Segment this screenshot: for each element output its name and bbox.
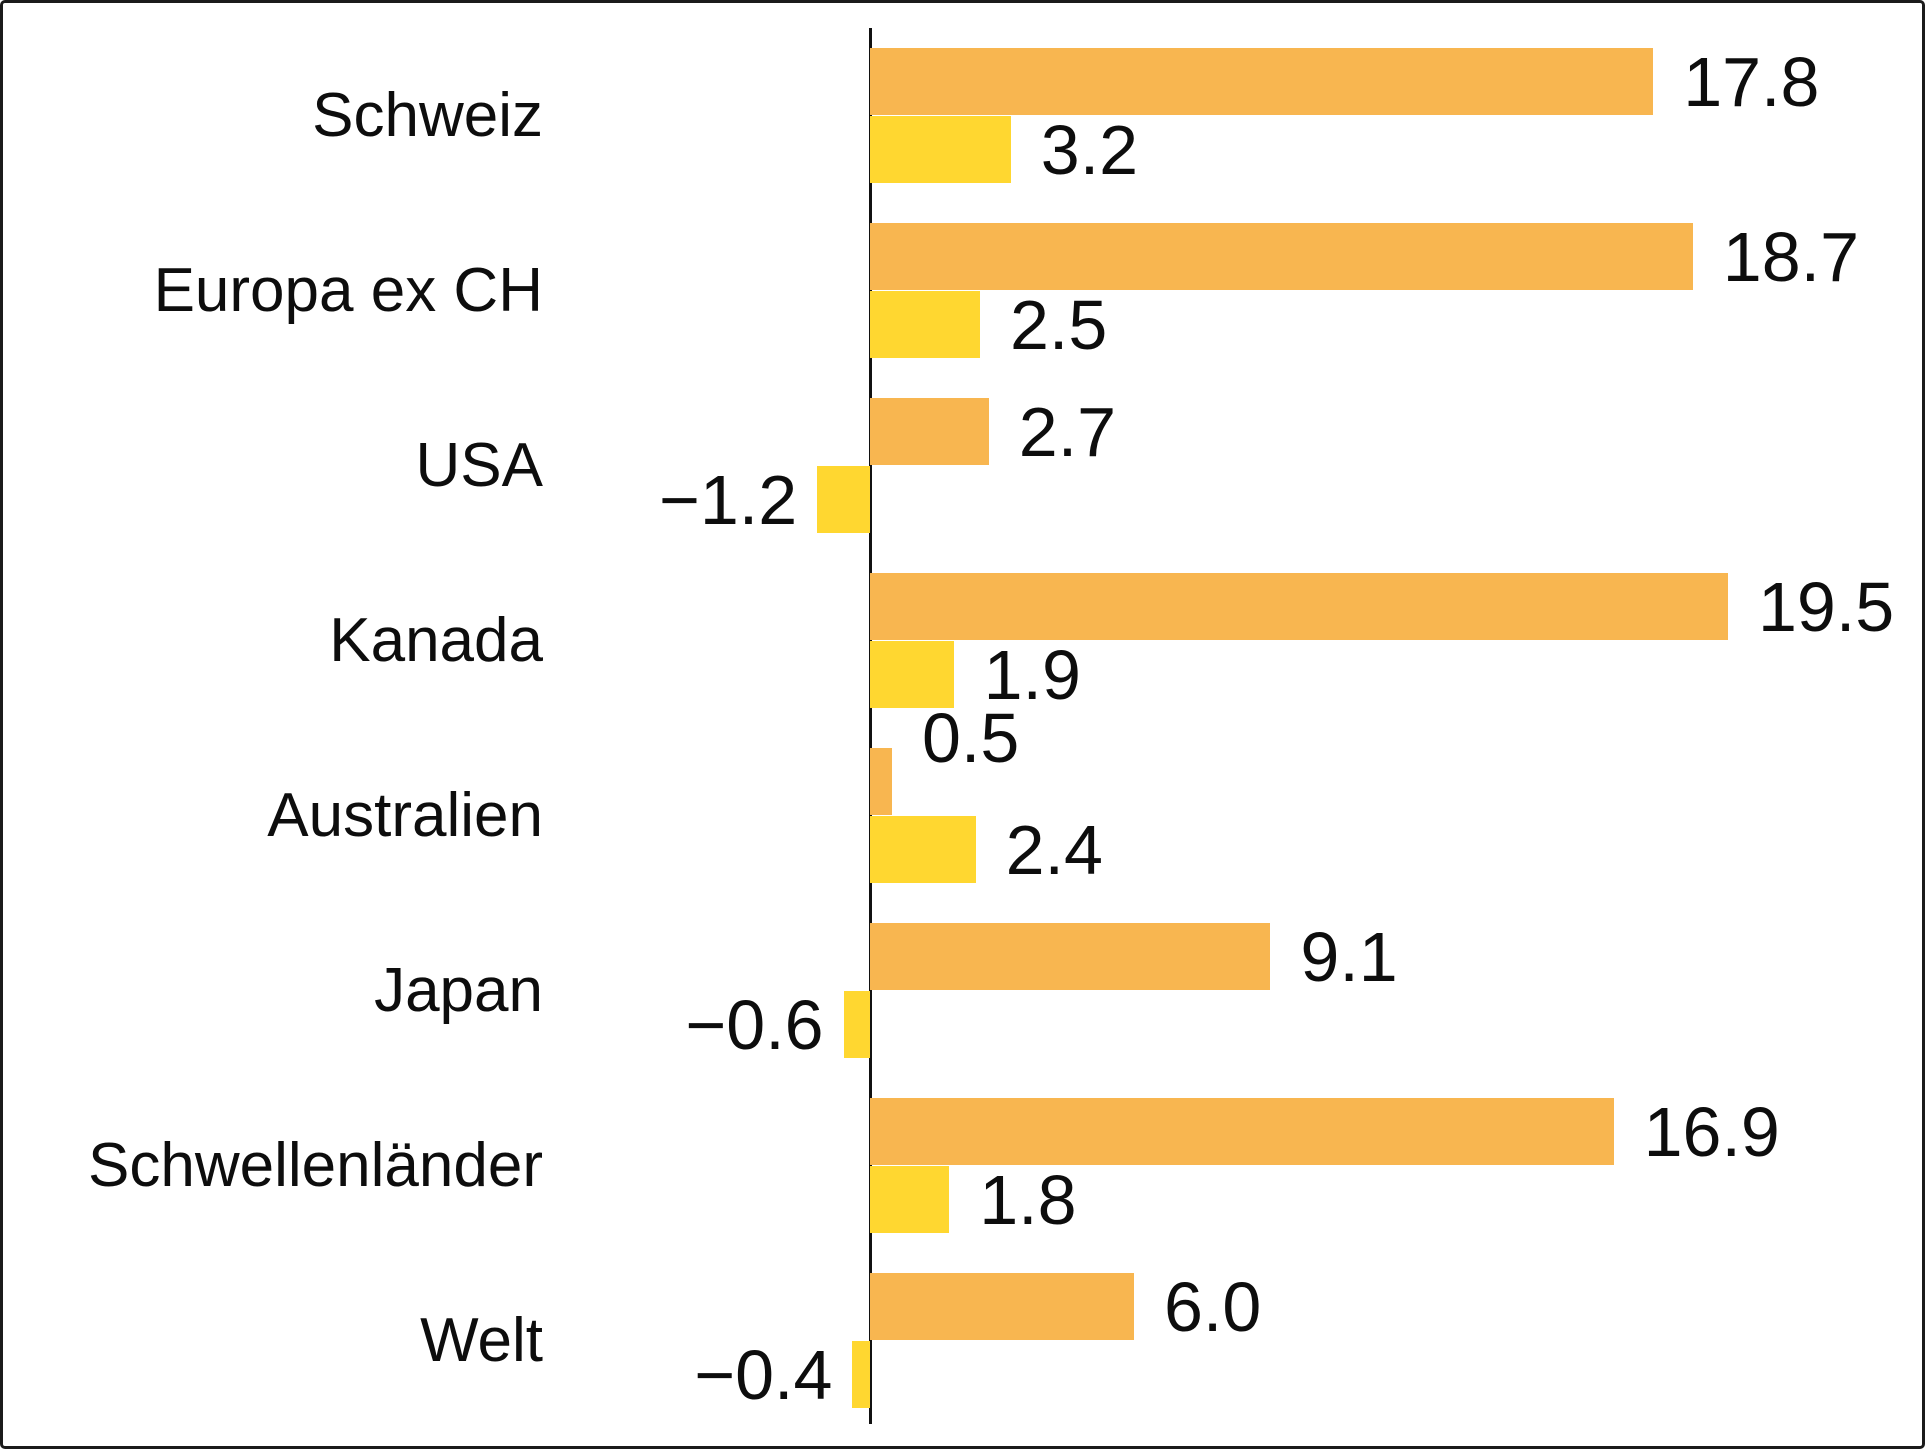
value-label: 19.5 [1758, 567, 1895, 646]
bar-yellow-series [870, 641, 954, 708]
value-label: 9.1 [1300, 917, 1398, 996]
value-label: −0.4 [694, 1335, 833, 1414]
category-label: Kanada [329, 605, 543, 675]
category-label: Japan [374, 955, 543, 1025]
bar-orange-series [870, 1098, 1614, 1165]
bar-yellow-series [870, 291, 980, 358]
bar-yellow-series [843, 991, 870, 1058]
value-label: −0.6 [685, 985, 824, 1064]
bar-yellow-series [870, 816, 976, 883]
bar-orange-series [870, 1273, 1134, 1340]
value-label: 18.7 [1722, 217, 1860, 296]
bar-orange-series [870, 398, 989, 465]
value-label: 0.5 [922, 698, 1020, 777]
value-label: 6.0 [1164, 1267, 1262, 1346]
value-label: 2.7 [1018, 392, 1117, 471]
value-label: 1.9 [983, 635, 1081, 714]
bar-yellow-series [852, 1341, 870, 1408]
bar-yellow-series [870, 116, 1011, 183]
bar-yellow-series [870, 1166, 950, 1233]
value-label: 3.2 [1040, 110, 1139, 189]
category-label: Schweiz [312, 80, 543, 150]
category-label: Schwellenländer [88, 1130, 543, 1200]
value-label: 1.8 [979, 1160, 1077, 1239]
value-label: 17.8 [1683, 42, 1820, 121]
category-label: Europa ex CH [153, 255, 543, 325]
category-label: Australien [267, 780, 543, 850]
value-label: 16.9 [1643, 1092, 1780, 1171]
category-label: USA [415, 430, 543, 500]
bar-orange-series [870, 223, 1693, 290]
bar-orange-series [870, 748, 892, 815]
bar-orange-series [870, 48, 1654, 115]
bar-orange-series [870, 923, 1271, 990]
value-label: −1.2 [658, 460, 798, 539]
category-label: Welt [420, 1305, 543, 1375]
bar-yellow-series [817, 466, 870, 533]
value-label: 2.5 [1010, 285, 1108, 364]
value-axis-baseline [869, 28, 872, 1424]
bar-orange-series [870, 573, 1728, 640]
value-label: 2.4 [1005, 810, 1103, 889]
